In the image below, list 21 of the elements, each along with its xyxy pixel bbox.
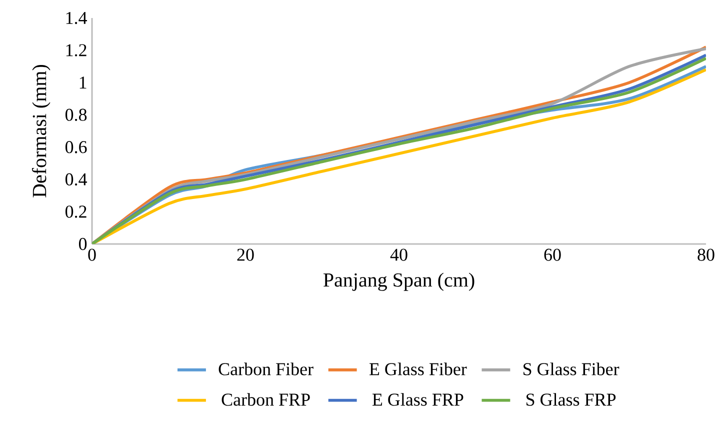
legend-label: E Glass FRP <box>372 393 464 406</box>
x-axis-title: Panjang Span (cm) <box>323 272 474 291</box>
y-tick-label: 0.8 <box>65 108 87 121</box>
legend-label: Carbon FRP <box>222 393 310 406</box>
y-tick-label: 0.4 <box>65 173 88 186</box>
y-tick-label: 0.6 <box>65 141 87 154</box>
legend-label: Carbon Fiber <box>218 362 314 376</box>
y-tick-label: 1.2 <box>66 44 86 56</box>
x-tick-label: 40 <box>390 248 408 261</box>
x-tick-label: 60 <box>544 248 561 261</box>
x-tick-label: 20 <box>237 248 254 261</box>
y-tick-label: 0 <box>78 238 87 250</box>
y-axis-title: Deformasi (mm) <box>32 64 50 198</box>
y-tick-label: 0.2 <box>65 206 86 218</box>
x-tick-label: 80 <box>698 248 714 261</box>
legend-label: S Glass FRP <box>526 393 616 406</box>
y-tick-label: 1 <box>80 76 86 89</box>
x-tick-label: 0 <box>88 248 96 261</box>
y-tick-label: 1.4 <box>66 12 88 24</box>
legend-label: S Glass Fiber <box>524 362 620 376</box>
legend-label: E Glass Fiber <box>369 362 467 376</box>
